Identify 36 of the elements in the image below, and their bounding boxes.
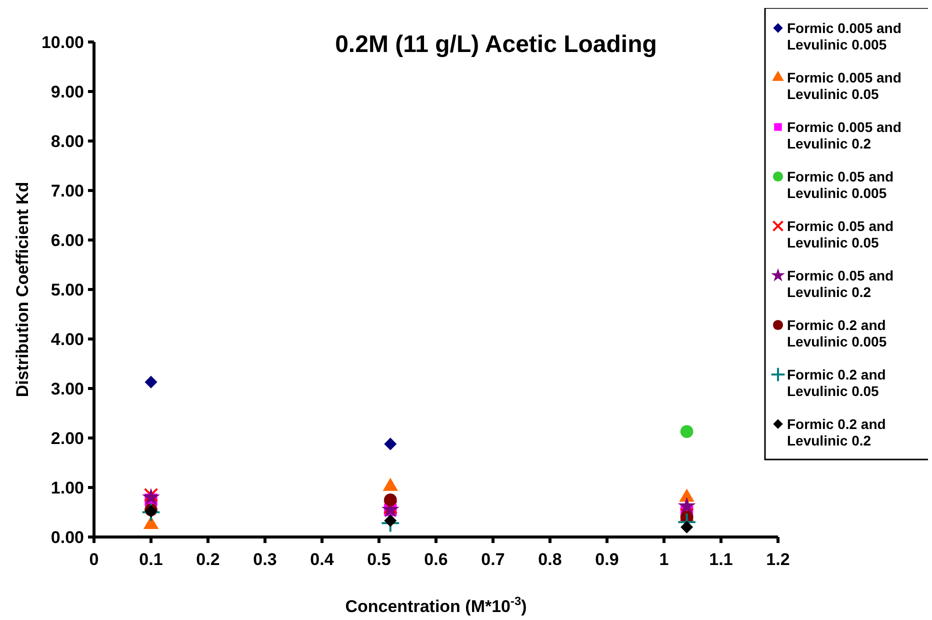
x-tick-label: 0 (89, 550, 99, 569)
legend-label: Formic 0.05 and Levulinic 0.005 (787, 168, 894, 202)
x-tick-label: 0.5 (367, 550, 391, 569)
legend-label: Formic 0.005 and Levulinic 0.005 (787, 20, 902, 53)
x-tick-label: 0.3 (253, 550, 277, 569)
y-tick-label: 1.00 (50, 478, 84, 498)
legend-label: Formic 0.2 and Levulinic 0.005 (787, 316, 887, 350)
y-tick-label: 7.00 (50, 181, 84, 200)
x-tick-label: 1 (659, 550, 669, 569)
y-axis-title: Distribution Coefficient Kd (13, 182, 32, 398)
x-axis-title: Concentration (M*10$^{-3}$) (345, 594, 527, 616)
legend-label: Formic 0.005 and Levulinic 0.05 (787, 69, 902, 102)
x-tick-label: 0.7 (481, 550, 505, 569)
y-tick-label: 9.00 (50, 82, 84, 102)
legend-label: Formic 0.005 and Levulinic 0.2 (787, 118, 902, 152)
x-tick-label: 0.1 (139, 550, 163, 569)
y-tick-label: 2.00 (50, 428, 84, 448)
x-tick-label: 0.2 (196, 550, 220, 569)
legend-label: Formic 0.2 and Levulinic 0.2 (787, 416, 886, 449)
x-tick-label: 0.4 (310, 550, 334, 569)
legend-label: Formic 0.05 and Levulinic 0.05 (787, 218, 894, 251)
y-tick-label: 0.00 (50, 528, 84, 547)
y-tick-label: 6.00 (50, 230, 84, 250)
x-tick-label: 0.6 (424, 550, 448, 569)
y-tick-label: 8.00 (50, 132, 84, 151)
y-tick-label: 3.00 (50, 379, 84, 398)
legend-label: Formic 0.2 and Levulinic 0.05 (787, 366, 886, 400)
x-tick-label: 0.8 (538, 550, 562, 569)
y-tick-label: 5.00 (50, 280, 84, 300)
y-tick-label: 4.00 (50, 330, 84, 349)
x-tick-label: 1.1 (709, 550, 733, 569)
x-tick-label: 0.9 (595, 550, 619, 569)
y-tick-label: 10.00 (41, 32, 84, 52)
x-tick-label: 1.2 (766, 550, 790, 569)
chart-title: 0.2M (11 g/L) Acetic Loading (335, 31, 657, 58)
legend-label: Formic 0.05 and Levulinic 0.2 (787, 267, 894, 300)
